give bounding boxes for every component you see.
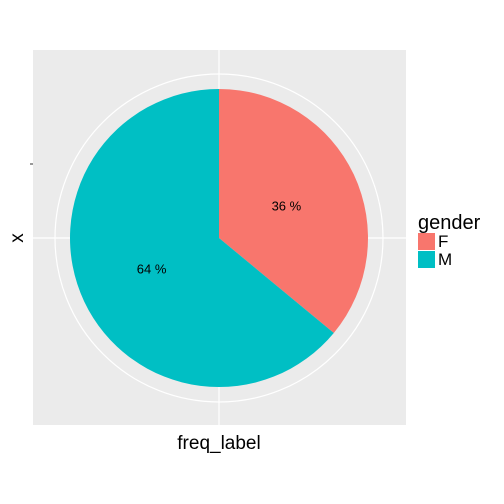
legend-title: gender [418,212,481,234]
slice-label-m: 64 % [137,262,167,277]
slice-labels: 36 % 64 % [137,198,302,276]
legend-label-m: M [438,250,452,269]
x-axis-title: freq_label [177,433,260,454]
pie-slices [70,88,368,387]
slice-label-f: 36 % [272,198,302,213]
pie-slice-m [70,88,334,387]
legend-swatch-m [418,251,435,268]
pie-slice-f [219,89,368,333]
legend-swatch-f [418,233,435,250]
y-axis-title: x [7,233,28,243]
legend: gender F M [418,212,481,269]
legend-label-f: F [438,232,448,251]
